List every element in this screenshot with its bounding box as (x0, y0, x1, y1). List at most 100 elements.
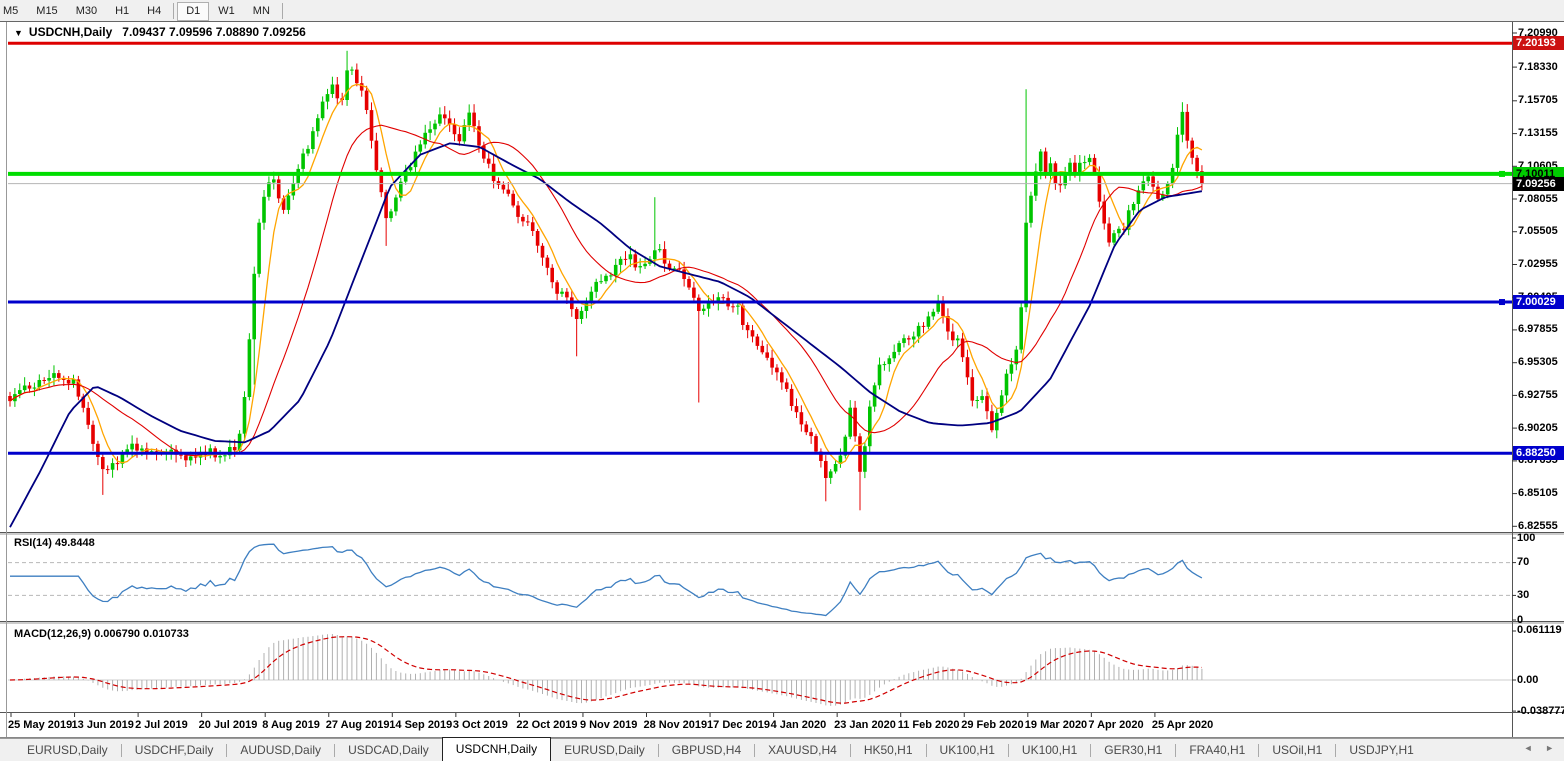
moving-averages (9, 83, 1203, 528)
tab-divider (754, 743, 756, 757)
chart-title: ▼ USDCNH,Daily 7.09437 7.09596 7.08890 7.0… (14, 25, 306, 39)
date-label: 29 Feb 2020 (961, 719, 1024, 731)
date-label: 8 Aug 2019 (262, 719, 320, 731)
chart-tab-usdcad-daily[interactable]: USDCAD,Daily (348, 743, 429, 757)
price-tick-label: 7.13155 (1518, 127, 1558, 140)
chart-tab-ger30-h1[interactable]: GER30,H1 (1104, 743, 1163, 757)
price-badge: 7.09256 (1513, 176, 1564, 191)
chart-tab-gbpusd-h4[interactable]: GBPUSD,H4 (671, 743, 742, 757)
date-label: 25 May 2019 (8, 719, 73, 731)
rsi-scale-label: 70 (1517, 556, 1530, 569)
macd-scale-label: 0.00 (1517, 673, 1539, 686)
chart-tab-xauusd-h4[interactable]: XAUUSD,H4 (768, 743, 837, 757)
timeframe-button-mn[interactable]: MN (252, 5, 270, 17)
macd-scale-label: -0.038777 (1517, 704, 1564, 717)
price-badge: 7.00029 (1513, 295, 1564, 310)
date-label: 11 Feb 2020 (897, 719, 960, 731)
tab-divider (226, 743, 228, 757)
date-label: 22 Oct 2019 (516, 719, 578, 731)
price-tick-label: 6.95305 (1518, 356, 1558, 369)
date-label: 3 Oct 2019 (452, 719, 508, 731)
rsi-scale-label: 0 (1517, 613, 1524, 626)
chart-tab-usdcnh-daily[interactable]: USDCNH,Daily (441, 737, 552, 761)
date-label: 14 Sep 2019 (389, 719, 453, 731)
chart-tab-uk100-h1[interactable]: UK100,H1 (1021, 743, 1078, 757)
ohlc-values: 7.09437 7.09596 7.08890 7.09256 (122, 25, 306, 39)
tab-divider (1007, 743, 1009, 757)
price-tick-label: 7.05505 (1518, 225, 1558, 238)
date-label: 2 Jul 2019 (135, 719, 188, 731)
price-tick-label: 7.18330 (1518, 60, 1558, 73)
price-tick-label: 7.02955 (1518, 257, 1558, 270)
timeframe-row: M5 M15 M30 H1 H4 D1 W1 MN (0, 0, 1564, 22)
macd-scale-label: 0.061119 (1517, 624, 1562, 637)
macd-pane (8, 634, 1512, 706)
rsi-scale-label: 30 (1517, 588, 1530, 601)
price-tick-label: 6.85105 (1518, 487, 1558, 500)
price-tick-label: 6.90205 (1518, 421, 1558, 434)
date-label: 4 Jan 2020 (770, 719, 827, 731)
rsi-scale-label: 100 (1517, 531, 1536, 544)
chart-tab-bar: EURUSD,Daily USDCHF,Daily AUDUSD,Daily USDC… (0, 737, 1564, 761)
symbol-name: USDCNH,Daily (28, 25, 113, 39)
timeframe-toolbar: M5 M15 M30 H1 H4 D1 W1 MN (0, 0, 1564, 22)
tab-divider (1335, 743, 1337, 757)
chart-tab-audusd-daily[interactable]: AUDUSD,Daily (240, 743, 322, 757)
date-label: 27 Aug 2019 (325, 719, 390, 731)
timeframe-button-h1[interactable]: H1 (115, 5, 130, 17)
tab-scroll-right-icon[interactable]: ► (1545, 743, 1554, 753)
tab-divider (849, 743, 851, 757)
macd-label: MACD(12,26,9) 0.006790 0.010733 (14, 628, 189, 640)
tab-divider (1090, 743, 1092, 757)
timeframe-button-m15[interactable]: M15 (36, 5, 58, 17)
timeframe-button-m5[interactable]: M5 (3, 5, 19, 17)
symbol-dropdown-icon[interactable]: ▼ (14, 28, 23, 38)
candlesticks (8, 50, 1204, 511)
chart-tab-fra40-h1[interactable]: FRA40,H1 (1189, 743, 1246, 757)
date-label: 28 Nov 2019 (643, 719, 708, 731)
chart-tab-usdchf-daily[interactable]: USDCHF,Daily (134, 743, 214, 757)
price-tick-label: 6.82555 (1518, 519, 1558, 532)
date-label: 23 Jan 2020 (834, 719, 896, 731)
tab-divider (334, 743, 336, 757)
chart-tab-eurusd-daily[interactable]: EURUSD,Daily (27, 743, 108, 757)
tab-divider (1258, 743, 1260, 757)
tab-divider (925, 743, 927, 757)
timeframe-button-d1[interactable]: D1 (177, 1, 210, 21)
tab-scroll-nav: ◄ ► (1514, 743, 1554, 753)
date-label: 9 Nov 2019 (579, 719, 638, 731)
pane-borders (0, 21, 1564, 738)
price-badge: 6.88250 (1513, 446, 1564, 461)
date-label: 20 Jul 2019 (198, 719, 258, 731)
timeframe-button-m30[interactable]: M30 (75, 5, 98, 17)
price-tick-label: 6.92755 (1518, 388, 1558, 401)
chart-tab-uk100-h1[interactable]: UK100,H1 (939, 743, 995, 757)
price-tick-label: 7.20990 (1518, 26, 1558, 39)
price-tick-label: 7.08055 (1518, 192, 1558, 205)
date-label: 25 Apr 2020 (1151, 719, 1214, 731)
date-label: 13 Jun 2019 (71, 719, 134, 731)
date-label: 7 Apr 2020 (1088, 719, 1144, 731)
chart-tab-hk50-h1[interactable]: HK50,H1 (863, 743, 913, 757)
chart-tab-usdjpy-h1[interactable]: USDJPY,H1 (1349, 743, 1414, 757)
price-tick-label: 7.15705 (1518, 94, 1558, 107)
horizontal-levels (8, 41, 1512, 455)
timeframe-button-h4[interactable]: H4 (147, 5, 162, 17)
macd-values: 0.006790 0.010733 (94, 628, 189, 640)
rsi-value: 49.8448 (54, 537, 95, 549)
date-label: 17 Dec 2019 (707, 719, 771, 731)
chart-tab-usoil-h1[interactable]: USOil,H1 (1272, 743, 1323, 757)
timeframe-button-w1[interactable]: W1 (218, 5, 235, 17)
tab-scroll-left-icon[interactable]: ◄ (1523, 743, 1533, 753)
tab-divider (1175, 743, 1177, 757)
rsi-label: RSI(14) 49.8448 (14, 537, 95, 549)
tab-divider (657, 743, 659, 757)
chart-tab-eurusd-daily[interactable]: EURUSD,Daily (564, 743, 645, 757)
toolbar-separator (281, 3, 283, 19)
rsi-pane (8, 543, 1512, 617)
price-tick-label: 6.97855 (1518, 323, 1558, 336)
tab-divider (120, 743, 122, 757)
toolbar-separator (173, 3, 175, 19)
